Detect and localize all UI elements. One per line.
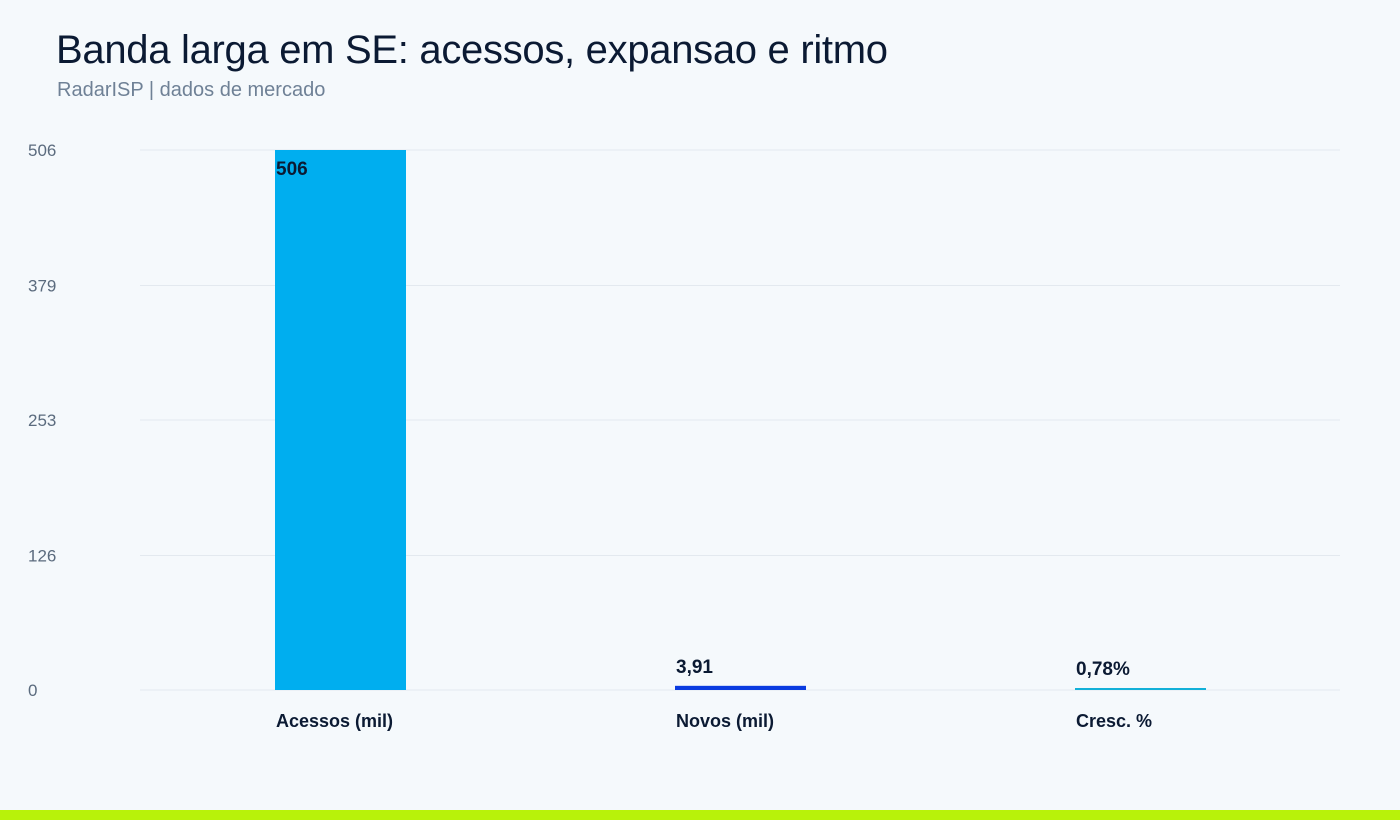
value-label: 0,78% bbox=[1076, 659, 1130, 680]
bar bbox=[275, 150, 406, 690]
bar bbox=[1075, 688, 1206, 690]
value-labels: 506 3,91 0,78% bbox=[276, 159, 1130, 680]
y-axis-ticks: 0 126 253 379 506 bbox=[28, 141, 56, 700]
chart-subtitle: RadarISP | dados de mercado bbox=[57, 79, 326, 101]
accent-footer-bar bbox=[0, 810, 1400, 820]
value-label: 3,91 bbox=[676, 657, 713, 678]
y-tick-label: 379 bbox=[28, 277, 56, 296]
chart-title: Banda larga em SE: acessos, expansao e r… bbox=[56, 28, 888, 72]
x-category-label: Novos (mil) bbox=[676, 711, 774, 731]
y-tick-label: 0 bbox=[28, 681, 37, 700]
y-tick-label: 506 bbox=[28, 141, 56, 160]
bar bbox=[675, 685, 806, 690]
x-category-label: Cresc. % bbox=[1076, 711, 1152, 731]
bars bbox=[275, 150, 1206, 690]
y-tick-label: 126 bbox=[28, 547, 56, 566]
x-category-label: Acessos (mil) bbox=[276, 711, 393, 731]
y-tick-label: 253 bbox=[28, 411, 56, 430]
value-label: 506 bbox=[276, 159, 308, 180]
x-axis-categories: Acessos (mil) Novos (mil) Cresc. % bbox=[276, 711, 1152, 731]
